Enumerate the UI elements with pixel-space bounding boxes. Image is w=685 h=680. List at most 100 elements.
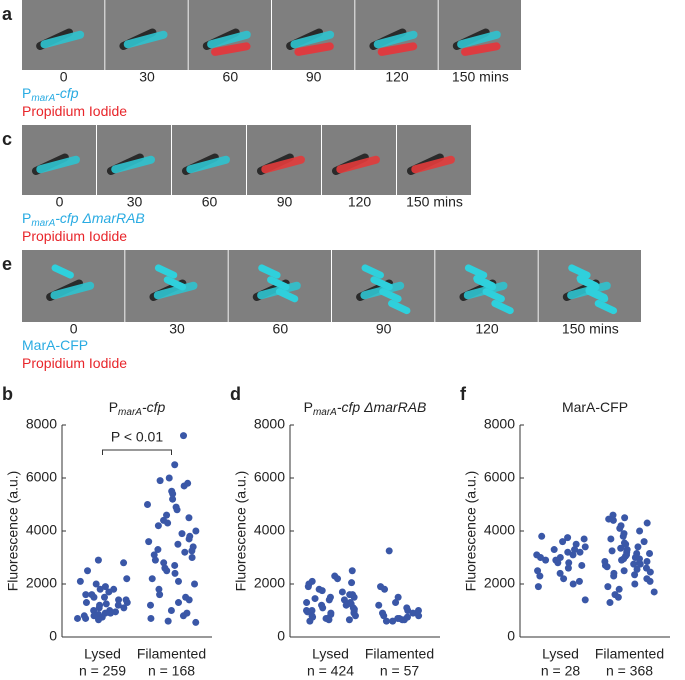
text-segment: marA: [31, 93, 55, 104]
time-label: 150 mins: [452, 69, 509, 85]
x-tick-label: Filamented: [365, 646, 434, 662]
data-point: [154, 522, 162, 530]
chart-title: PmarA-cfp: [109, 399, 166, 418]
data-point: [163, 511, 171, 519]
data-point: [636, 560, 644, 568]
data-point: [304, 583, 312, 591]
data-point: [150, 551, 158, 559]
text-segment: Propidium Iodide: [22, 355, 127, 371]
data-point: [92, 580, 100, 588]
data-point: [76, 577, 84, 585]
text-segment: marA: [118, 407, 142, 418]
time-label: 90: [306, 69, 322, 85]
legend-label: PmarA-cfp: [22, 85, 79, 104]
legend-label: Propidium Iodide: [22, 355, 127, 371]
data-point: [565, 559, 573, 567]
data-point: [636, 527, 644, 535]
data-point: [394, 593, 402, 601]
y-axis-label: Fluorescence (a.u.): [233, 471, 249, 592]
data-point: [348, 567, 356, 575]
y-tick-label: 8000: [26, 416, 57, 432]
cell-cyan: [576, 274, 599, 290]
cell-cyan: [186, 155, 230, 174]
significance-bracket: [102, 449, 172, 455]
cell-cyan: [51, 264, 74, 279]
data-point: [164, 617, 172, 625]
text-segment: -cfp: [142, 399, 166, 415]
data-point: [409, 609, 417, 617]
y-tick-label: 8000: [484, 416, 515, 432]
data-point: [185, 535, 193, 543]
data-point: [381, 585, 389, 593]
data-point: [163, 567, 171, 575]
data-point: [392, 599, 400, 607]
cell-cyan: [411, 155, 455, 174]
cell-cyan: [267, 276, 290, 291]
data-point: [188, 554, 196, 561]
data-point: [601, 557, 609, 565]
data-point: [385, 547, 393, 555]
cell-cyan: [153, 281, 198, 300]
count-label: n = 368: [606, 663, 653, 679]
data-point: [389, 617, 397, 625]
chart-title: MarA-CFP: [562, 399, 628, 415]
data-point: [114, 601, 122, 609]
time-label: 150 mins: [562, 321, 619, 337]
data-point: [538, 532, 546, 540]
data-point: [571, 546, 579, 554]
data-point: [143, 501, 151, 508]
data-point: [179, 612, 187, 620]
data-point: [178, 530, 186, 538]
time-label: 30: [139, 69, 155, 85]
data-point: [634, 543, 642, 551]
data-point: [192, 618, 200, 626]
data-point: [154, 546, 162, 554]
cell-cyan: [491, 299, 514, 315]
data-point: [169, 495, 177, 503]
data-point: [619, 532, 627, 540]
x-tick-label: Lysed: [312, 646, 349, 662]
data-point: [572, 540, 580, 548]
data-point: [608, 547, 616, 555]
data-point: [82, 614, 90, 622]
data-point: [609, 516, 617, 524]
data-point: [155, 585, 163, 593]
cell-cyan: [207, 30, 251, 49]
data-point: [604, 583, 612, 591]
time-label: 0: [70, 321, 78, 337]
y-tick-label: 0: [507, 628, 515, 644]
cell-cyan: [594, 299, 618, 315]
panel-letter: b: [2, 384, 13, 404]
data-point: [169, 490, 177, 498]
data-point: [120, 604, 128, 612]
data-point: [174, 540, 182, 548]
data-point: [643, 557, 651, 565]
cell-cyan: [379, 288, 402, 303]
cell-cyan: [258, 264, 281, 279]
data-point: [174, 599, 182, 607]
data-point: [160, 559, 168, 567]
panel-letter: f: [460, 384, 467, 404]
data-point: [630, 560, 638, 568]
y-tick-label: 6000: [484, 469, 515, 485]
data-point: [180, 432, 188, 440]
data-point: [151, 556, 159, 564]
data-point: [569, 551, 577, 559]
data-point: [564, 564, 572, 572]
data-point: [90, 607, 98, 614]
data-point: [610, 572, 618, 580]
data-point: [575, 577, 583, 585]
cell-cyan: [568, 264, 591, 279]
data-point: [576, 548, 584, 556]
y-tick-label: 4000: [26, 522, 57, 538]
text-segment: P: [22, 85, 31, 101]
time-label: 60: [202, 194, 218, 210]
data-point: [110, 585, 118, 593]
cell-cyan: [464, 264, 488, 279]
text-segment: -cfp ΔmarRAB: [55, 210, 145, 226]
y-tick-label: 8000: [254, 416, 285, 432]
data-point: [340, 596, 348, 604]
data-point: [325, 596, 333, 604]
data-point: [348, 579, 356, 587]
data-point: [185, 514, 193, 522]
